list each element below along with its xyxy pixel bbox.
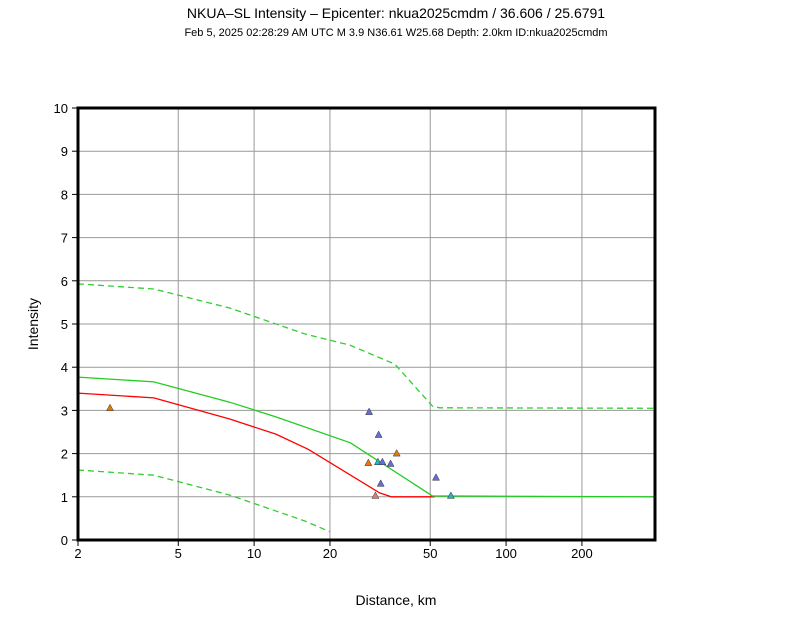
- x-tick-label: 20: [323, 546, 337, 561]
- station-marker: [432, 473, 440, 481]
- plot-frame: [76, 106, 657, 542]
- lower-bound-line: [77, 469, 331, 533]
- x-tick-label: 200: [571, 546, 593, 561]
- station-marker: [446, 491, 455, 499]
- x-tick-label: 5: [175, 546, 182, 561]
- y-tick-label: 1: [61, 490, 68, 505]
- station-marker: [364, 458, 373, 466]
- y-tick-label: 9: [61, 144, 68, 159]
- station-marker: [378, 457, 387, 465]
- upper-bound-line: [77, 283, 656, 409]
- y-tick-label: 10: [54, 101, 68, 116]
- chart-title: NKUA–SL Intensity – Epicenter: nkua2025c…: [187, 5, 605, 21]
- red-model-line: [77, 392, 435, 498]
- station-marker: [371, 491, 380, 499]
- station-marker: [392, 449, 401, 457]
- x-tick-label: 10: [247, 546, 261, 561]
- x-tick-label: 2: [74, 546, 81, 561]
- y-axis-label: Intensity: [25, 298, 41, 350]
- y-tick-label: 5: [61, 317, 68, 332]
- y-tick-label: 3: [61, 403, 68, 418]
- x-tick-label: 50: [423, 546, 437, 561]
- chart-subtitle: Feb 5, 2025 02:28:29 AM UTC M 3.9 N36.61…: [184, 27, 607, 39]
- green-model-line: [77, 376, 656, 498]
- x-axis-label: Distance, km: [356, 592, 437, 608]
- y-tick-label: 6: [61, 274, 68, 289]
- x-tick-label: 100: [495, 546, 517, 561]
- y-tick-label: 2: [61, 447, 68, 462]
- station-marker: [376, 479, 385, 487]
- station-marker: [386, 459, 395, 467]
- station-marker: [365, 407, 374, 415]
- y-tick-label: 0: [61, 533, 68, 548]
- station-marker: [106, 403, 114, 411]
- y-tick-label: 7: [61, 231, 68, 246]
- y-tick-label: 4: [61, 360, 68, 375]
- y-tick-label: 8: [61, 187, 68, 202]
- station-marker: [374, 430, 383, 438]
